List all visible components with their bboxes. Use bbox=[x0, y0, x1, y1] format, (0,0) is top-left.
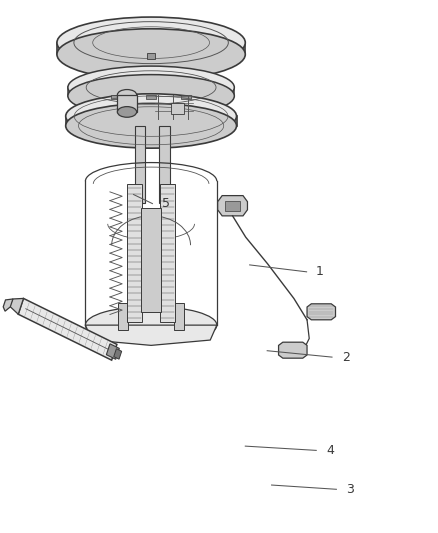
Bar bbox=[141, 208, 161, 312]
Ellipse shape bbox=[68, 66, 234, 109]
Text: 1: 1 bbox=[315, 265, 323, 278]
Bar bbox=[225, 201, 240, 211]
Polygon shape bbox=[114, 349, 122, 359]
Ellipse shape bbox=[85, 306, 217, 344]
Polygon shape bbox=[18, 298, 117, 360]
Bar bbox=[118, 303, 128, 330]
Polygon shape bbox=[117, 95, 137, 112]
Polygon shape bbox=[68, 87, 234, 96]
Polygon shape bbox=[57, 43, 245, 54]
Ellipse shape bbox=[66, 103, 237, 148]
Ellipse shape bbox=[117, 107, 137, 117]
Ellipse shape bbox=[68, 75, 234, 117]
Ellipse shape bbox=[66, 94, 237, 139]
Text: 4: 4 bbox=[326, 444, 334, 457]
Bar bbox=[171, 103, 184, 114]
Bar bbox=[174, 303, 184, 330]
Polygon shape bbox=[85, 325, 217, 345]
Bar bbox=[181, 95, 191, 99]
Bar bbox=[111, 95, 121, 99]
Polygon shape bbox=[279, 342, 307, 358]
Text: 2: 2 bbox=[342, 351, 350, 364]
Polygon shape bbox=[218, 196, 247, 216]
Bar bbox=[127, 184, 142, 322]
Polygon shape bbox=[159, 126, 170, 203]
Polygon shape bbox=[9, 298, 24, 314]
Polygon shape bbox=[3, 299, 13, 311]
Text: 3: 3 bbox=[346, 483, 354, 496]
Ellipse shape bbox=[57, 17, 245, 68]
Polygon shape bbox=[135, 126, 145, 203]
Ellipse shape bbox=[117, 90, 137, 100]
Bar bbox=[147, 53, 155, 59]
Polygon shape bbox=[66, 116, 237, 126]
Bar bbox=[160, 184, 175, 322]
Text: 5: 5 bbox=[162, 197, 170, 210]
Polygon shape bbox=[307, 304, 336, 320]
Ellipse shape bbox=[57, 29, 245, 80]
Bar bbox=[146, 95, 156, 99]
Polygon shape bbox=[106, 344, 119, 359]
